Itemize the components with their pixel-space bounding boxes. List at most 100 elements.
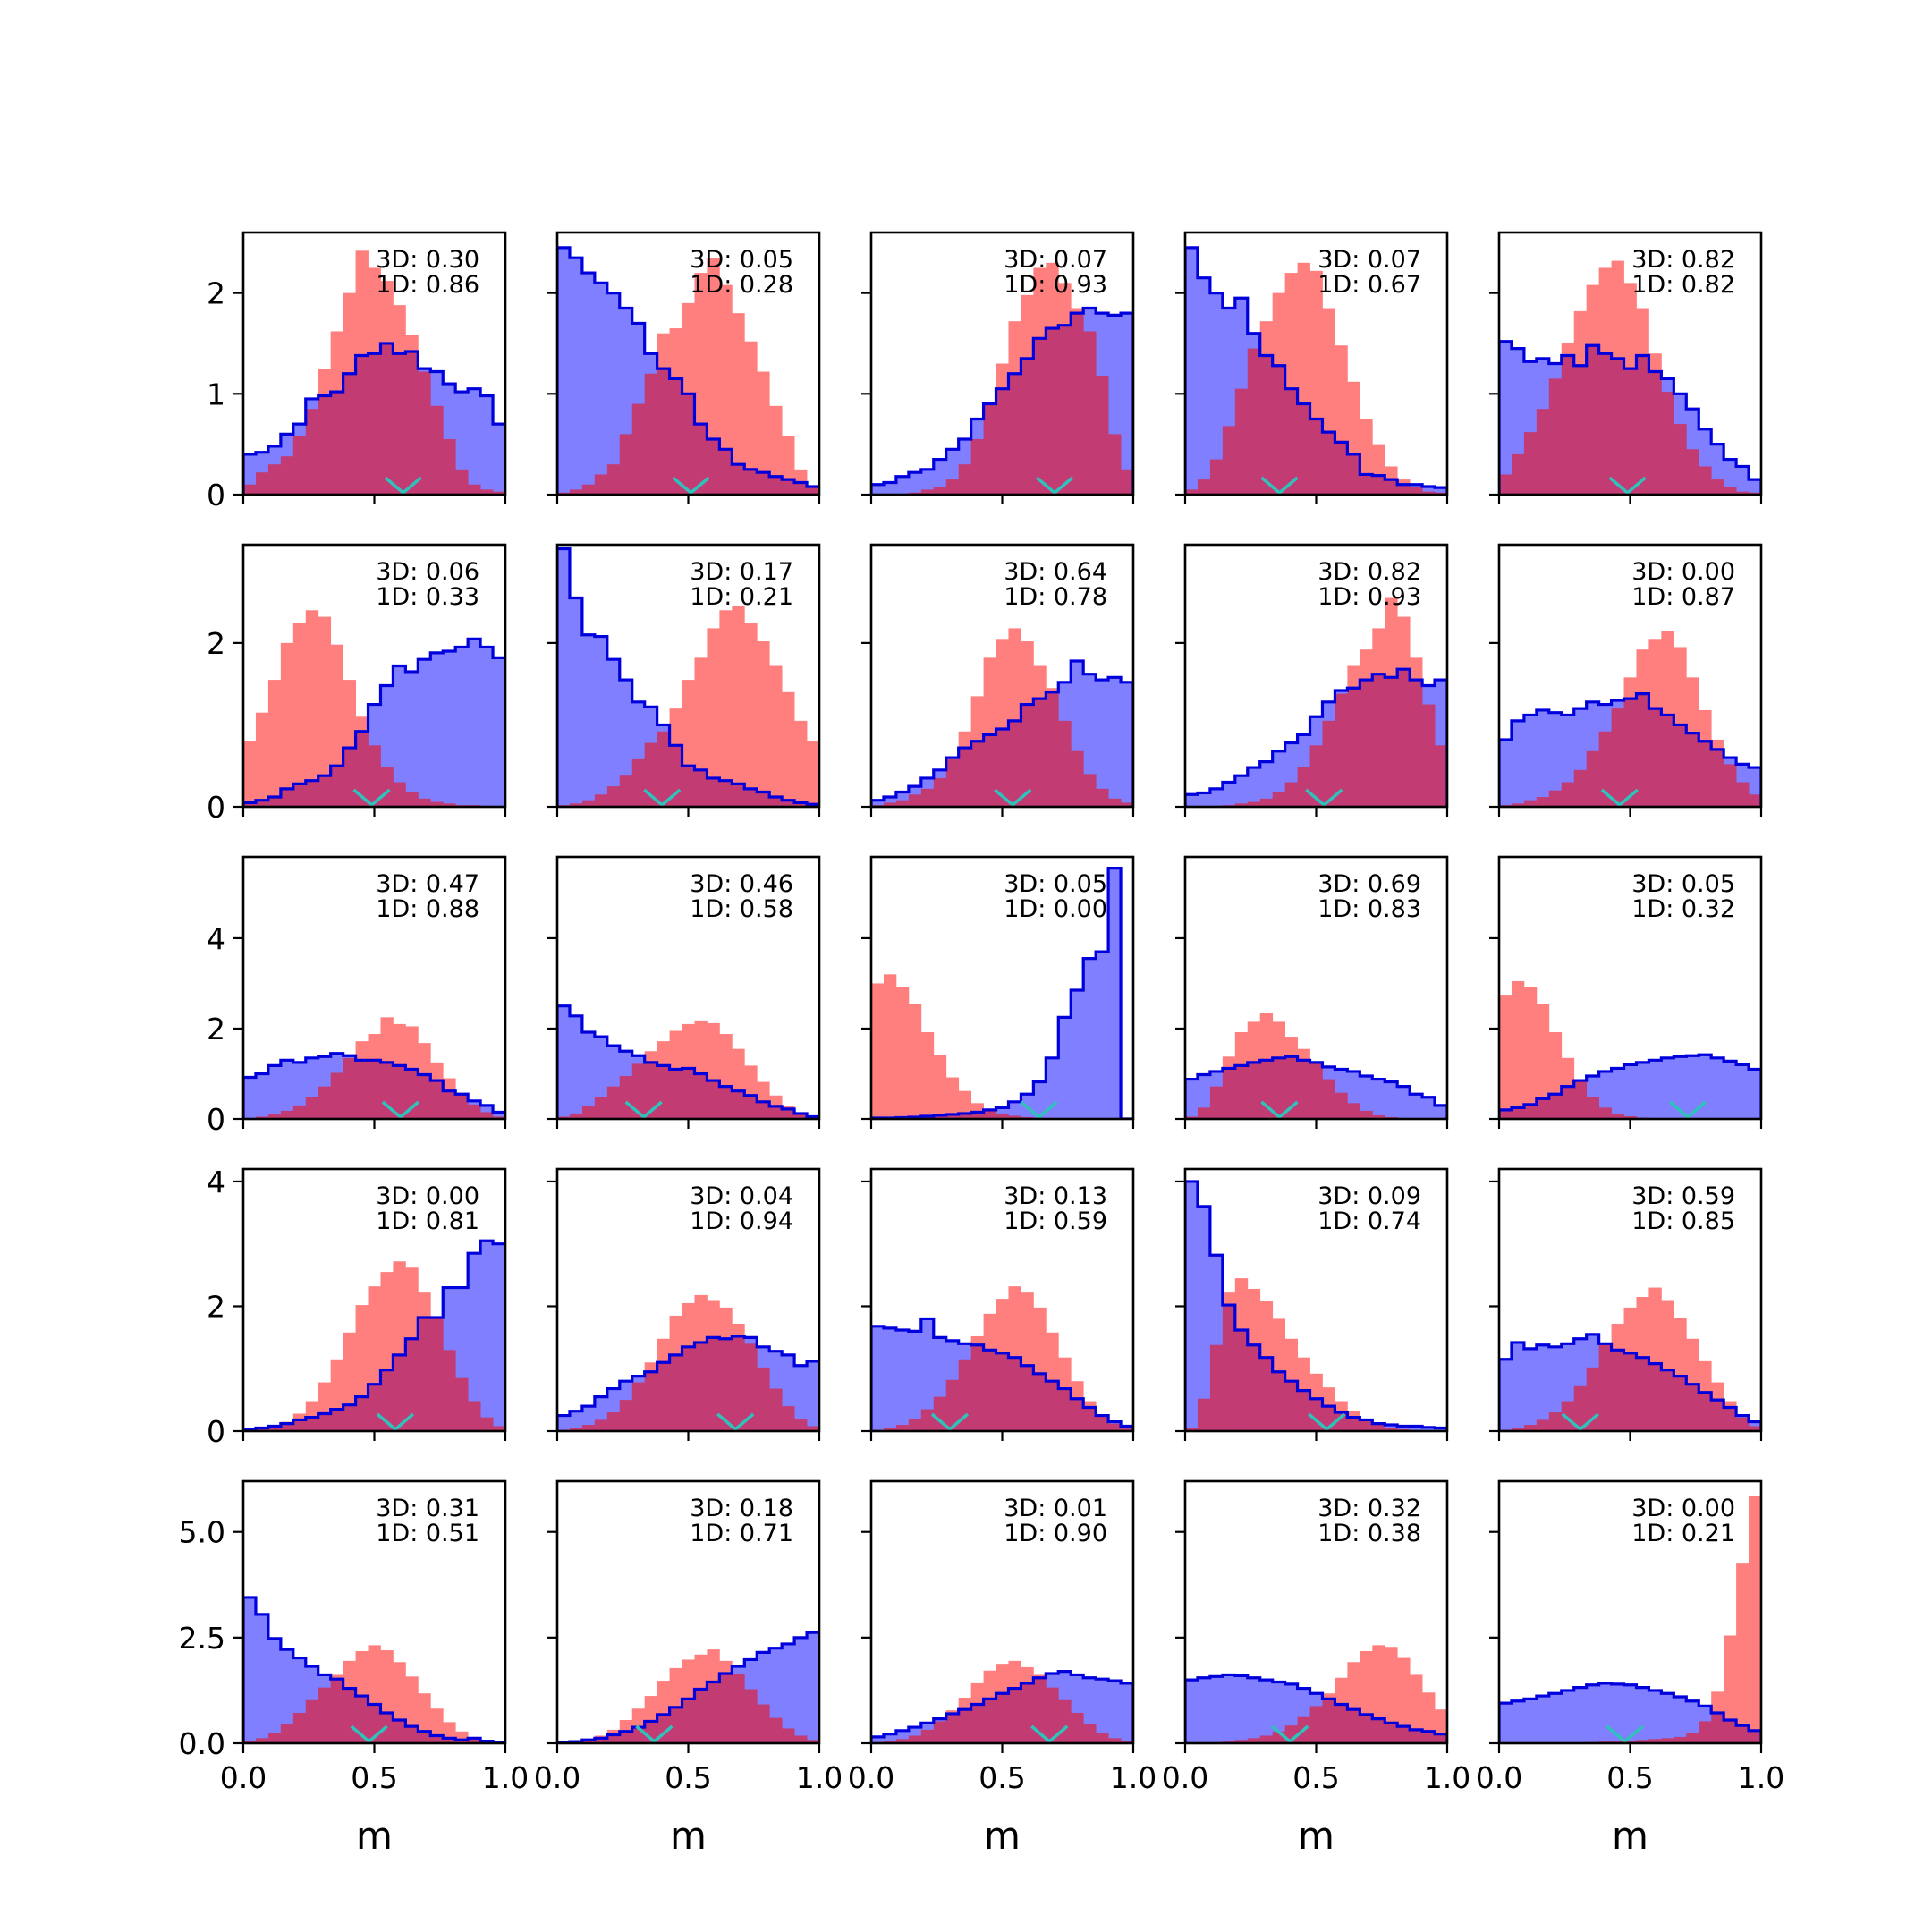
overlap-bar xyxy=(1749,1730,1761,1743)
overlap-bar xyxy=(1548,378,1563,495)
true-value-marker xyxy=(352,788,391,808)
red-histogram-bar xyxy=(368,1034,381,1061)
overlap-bar xyxy=(958,1709,972,1743)
red-histogram-bar xyxy=(355,1650,369,1697)
overlap-bar xyxy=(569,1113,583,1119)
red-histogram-bar xyxy=(631,1708,646,1728)
red-histogram-bar xyxy=(732,1324,745,1336)
plot-area xyxy=(1185,597,1447,807)
blue-histogram-outline xyxy=(243,1052,505,1119)
red-histogram-bar xyxy=(682,1023,695,1069)
overlap-bar xyxy=(1636,693,1649,807)
blue-histogram-outline xyxy=(1185,246,1447,495)
overlap-bar xyxy=(1259,1357,1274,1431)
red-histogram-bar xyxy=(330,644,344,767)
panel-annotation-line: 3D: 0.05 xyxy=(1631,870,1735,898)
red-histogram-bar xyxy=(1686,1338,1699,1385)
x-tick-label: 0.0 xyxy=(220,1760,267,1795)
red-histogram-bar xyxy=(895,987,910,1118)
overlap-bar xyxy=(1046,1381,1059,1431)
overlap-bar xyxy=(318,1086,332,1119)
overlap-bar xyxy=(493,491,505,495)
red-histogram-bar xyxy=(657,1041,670,1066)
red-histogram-bar xyxy=(794,469,808,483)
panel-annotation-line: 1D: 0.93 xyxy=(1004,271,1107,299)
red-histogram-bar xyxy=(996,639,1009,730)
red-histogram-bar xyxy=(430,1062,444,1081)
overlap-bar xyxy=(1284,1381,1298,1431)
red-histogram-bar xyxy=(1711,1691,1724,1713)
red-histogram-bar xyxy=(1033,267,1046,339)
overlap-bar xyxy=(368,1060,381,1119)
red-histogram-bar xyxy=(996,363,1009,389)
overlap-bar xyxy=(1209,1086,1224,1119)
red-histogram-bar xyxy=(970,1103,984,1113)
overlap-bar xyxy=(996,1113,1009,1119)
x-tick-label: 1.0 xyxy=(1424,1760,1470,1795)
plot-area xyxy=(871,867,1133,1119)
red-histogram-bar xyxy=(719,610,733,781)
panel-annotation-line: 1D: 0.00 xyxy=(1004,895,1107,923)
overlap-bar xyxy=(1083,1407,1097,1431)
overlap-bar xyxy=(1247,1738,1261,1743)
overlap-bar xyxy=(996,388,1009,495)
red-histogram-bar xyxy=(305,1401,319,1418)
red-histogram-bar xyxy=(1410,657,1423,681)
red-histogram-bar xyxy=(644,1696,658,1722)
overlap-bar xyxy=(1724,486,1737,495)
true-value-marker xyxy=(1020,1100,1058,1120)
plot-area xyxy=(871,262,1133,495)
blue-histogram-fill xyxy=(871,868,1133,1119)
overlap-bar xyxy=(933,1721,947,1743)
y-tick-label: 0.0 xyxy=(179,1726,225,1761)
red-histogram-bar xyxy=(430,1708,444,1736)
overlap-bar xyxy=(1347,453,1360,495)
overlap-bar xyxy=(707,439,720,495)
overlap-bar xyxy=(1561,355,1575,495)
red-histogram-bar xyxy=(958,731,972,749)
x-tick-label: 0.5 xyxy=(351,1760,397,1795)
overlap-bar xyxy=(682,766,695,807)
overlap-bar xyxy=(1297,403,1310,495)
overlap-bar xyxy=(1711,1712,1724,1743)
panel-annotation-line: 1D: 0.87 xyxy=(1631,583,1735,611)
true-value-marker xyxy=(1668,1100,1707,1120)
overlap-bar xyxy=(1185,489,1199,495)
red-histogram-bar xyxy=(757,371,770,473)
overlap-bar xyxy=(707,1080,720,1119)
overlap-bar xyxy=(418,1074,431,1119)
overlap-bar xyxy=(682,1699,695,1743)
plot-area xyxy=(871,1286,1133,1431)
red-histogram-bar xyxy=(769,405,783,477)
overlap-bar xyxy=(1561,782,1575,807)
red-histogram-bar xyxy=(619,1720,633,1732)
overlap-bar xyxy=(933,486,947,495)
red-histogram-bar xyxy=(1008,321,1021,374)
overlap-bar xyxy=(393,1720,406,1743)
red-histogram-bar xyxy=(1284,273,1298,389)
true-value-marker xyxy=(1608,476,1647,496)
red-histogram-bar xyxy=(757,641,770,792)
panel-annotation-line: 3D: 0.07 xyxy=(1004,246,1107,274)
overlap-bar xyxy=(757,1704,770,1743)
red-histogram-bar xyxy=(1335,345,1348,443)
x-tick-label: 0.0 xyxy=(534,1760,580,1795)
overlap-bar xyxy=(1523,1104,1538,1119)
overlap-bar xyxy=(355,731,369,807)
red-histogram-bar xyxy=(243,741,257,803)
overlap-bar xyxy=(631,1063,646,1119)
red-histogram-bar xyxy=(1008,1286,1021,1358)
red-histogram-bar xyxy=(418,1292,431,1318)
red-histogram-bar xyxy=(744,1065,758,1096)
blue-histogram-outline xyxy=(557,1004,819,1119)
red-histogram-bar xyxy=(1736,1563,1750,1726)
overlap-bar xyxy=(644,742,658,807)
blue-histogram-outline xyxy=(1185,1673,1447,1743)
true-value-marker xyxy=(1035,476,1074,496)
red-histogram-bar xyxy=(1611,260,1624,359)
red-histogram-bar xyxy=(644,1362,658,1372)
